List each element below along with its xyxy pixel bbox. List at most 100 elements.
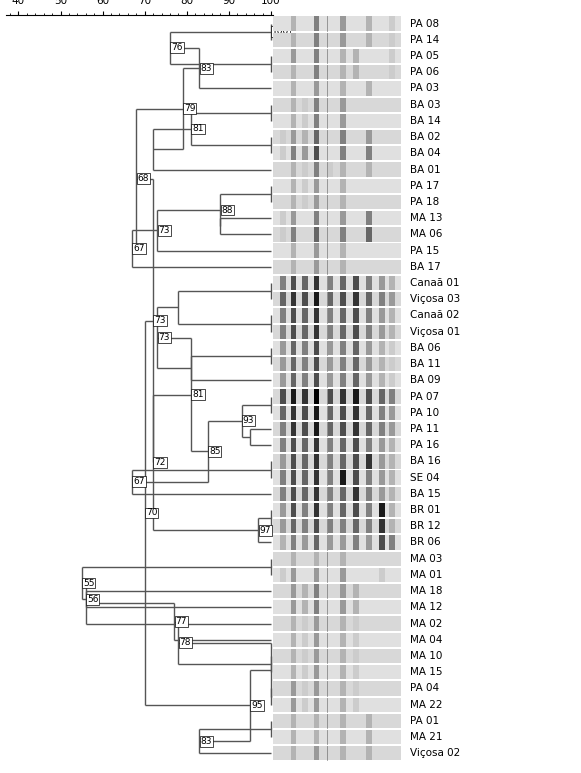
Bar bbox=[290, 97, 296, 112]
Bar bbox=[366, 81, 372, 96]
Text: PA 07: PA 07 bbox=[410, 392, 439, 401]
Bar bbox=[290, 519, 296, 533]
Bar bbox=[273, 455, 401, 468]
Bar bbox=[273, 357, 401, 371]
Text: BA 15: BA 15 bbox=[410, 489, 440, 499]
Bar bbox=[340, 243, 346, 257]
Bar bbox=[281, 341, 286, 355]
Bar bbox=[314, 49, 320, 63]
Bar bbox=[328, 406, 333, 420]
Bar bbox=[314, 568, 320, 582]
Text: 77: 77 bbox=[175, 617, 187, 626]
Bar bbox=[328, 536, 333, 550]
Bar bbox=[389, 276, 395, 290]
Bar bbox=[366, 130, 372, 145]
Bar bbox=[340, 406, 346, 420]
Bar bbox=[340, 357, 346, 371]
Bar bbox=[281, 308, 286, 322]
Bar bbox=[328, 373, 333, 387]
Bar bbox=[340, 552, 346, 566]
Bar bbox=[328, 357, 333, 371]
Bar bbox=[302, 649, 308, 663]
Text: BA 16: BA 16 bbox=[410, 456, 440, 466]
Bar bbox=[281, 211, 286, 225]
Text: MA 06: MA 06 bbox=[410, 230, 442, 240]
Bar bbox=[366, 32, 372, 47]
Bar bbox=[379, 438, 385, 452]
Bar bbox=[290, 260, 296, 274]
Bar bbox=[353, 65, 359, 80]
Bar bbox=[290, 292, 296, 306]
Bar bbox=[328, 455, 333, 468]
Text: MA 18: MA 18 bbox=[410, 586, 442, 596]
Bar bbox=[273, 65, 401, 80]
Text: Viçosa 03: Viçosa 03 bbox=[410, 295, 460, 305]
Bar bbox=[389, 455, 395, 468]
Bar bbox=[389, 16, 395, 31]
Bar bbox=[273, 341, 401, 355]
Bar bbox=[281, 536, 286, 550]
Bar bbox=[314, 308, 320, 322]
Bar bbox=[328, 292, 333, 306]
Bar bbox=[379, 357, 385, 371]
Text: MA 13: MA 13 bbox=[410, 213, 442, 223]
Bar bbox=[302, 519, 308, 533]
Bar bbox=[353, 325, 359, 339]
Bar bbox=[314, 81, 320, 96]
Text: PA 03: PA 03 bbox=[410, 83, 439, 94]
Bar bbox=[302, 357, 308, 371]
Bar bbox=[379, 503, 385, 517]
Bar bbox=[273, 195, 401, 209]
Bar bbox=[281, 146, 286, 161]
Bar bbox=[340, 503, 346, 517]
Bar bbox=[302, 697, 308, 712]
Bar bbox=[302, 422, 308, 436]
Bar bbox=[314, 713, 320, 728]
Bar bbox=[340, 568, 346, 582]
Bar bbox=[302, 390, 308, 404]
Bar bbox=[290, 730, 296, 744]
Bar bbox=[281, 487, 286, 501]
Text: PA 05: PA 05 bbox=[410, 51, 439, 61]
Bar bbox=[379, 373, 385, 387]
Text: MA 15: MA 15 bbox=[410, 667, 442, 677]
Bar bbox=[290, 341, 296, 355]
Bar bbox=[290, 632, 296, 647]
Bar bbox=[328, 422, 333, 436]
Bar bbox=[366, 16, 372, 31]
Bar bbox=[290, 16, 296, 31]
Bar bbox=[389, 471, 395, 485]
Bar bbox=[340, 730, 346, 744]
Bar bbox=[281, 130, 286, 145]
Bar bbox=[379, 308, 385, 322]
Bar bbox=[302, 146, 308, 161]
Bar bbox=[340, 390, 346, 404]
Bar bbox=[290, 49, 296, 63]
Bar bbox=[273, 681, 401, 696]
Bar bbox=[302, 438, 308, 452]
Bar bbox=[314, 600, 320, 615]
Bar bbox=[273, 260, 401, 274]
Bar bbox=[302, 536, 308, 550]
Bar bbox=[366, 357, 372, 371]
Text: Viçosa 02: Viçosa 02 bbox=[410, 748, 460, 758]
Bar bbox=[314, 390, 320, 404]
Bar bbox=[353, 49, 359, 63]
Bar bbox=[366, 730, 372, 744]
Bar bbox=[273, 552, 401, 566]
Bar bbox=[281, 390, 286, 404]
Bar bbox=[314, 536, 320, 550]
Bar bbox=[340, 81, 346, 96]
Text: BR 01: BR 01 bbox=[410, 505, 440, 515]
Bar bbox=[302, 503, 308, 517]
Bar bbox=[290, 243, 296, 257]
Bar bbox=[302, 487, 308, 501]
Text: 73: 73 bbox=[159, 333, 170, 342]
Bar bbox=[290, 114, 296, 128]
Text: BA 11: BA 11 bbox=[410, 359, 440, 369]
Bar bbox=[290, 406, 296, 420]
Text: 93: 93 bbox=[243, 417, 254, 425]
Bar bbox=[389, 49, 395, 63]
Text: 81: 81 bbox=[192, 124, 204, 134]
Text: PA 11: PA 11 bbox=[410, 424, 439, 434]
